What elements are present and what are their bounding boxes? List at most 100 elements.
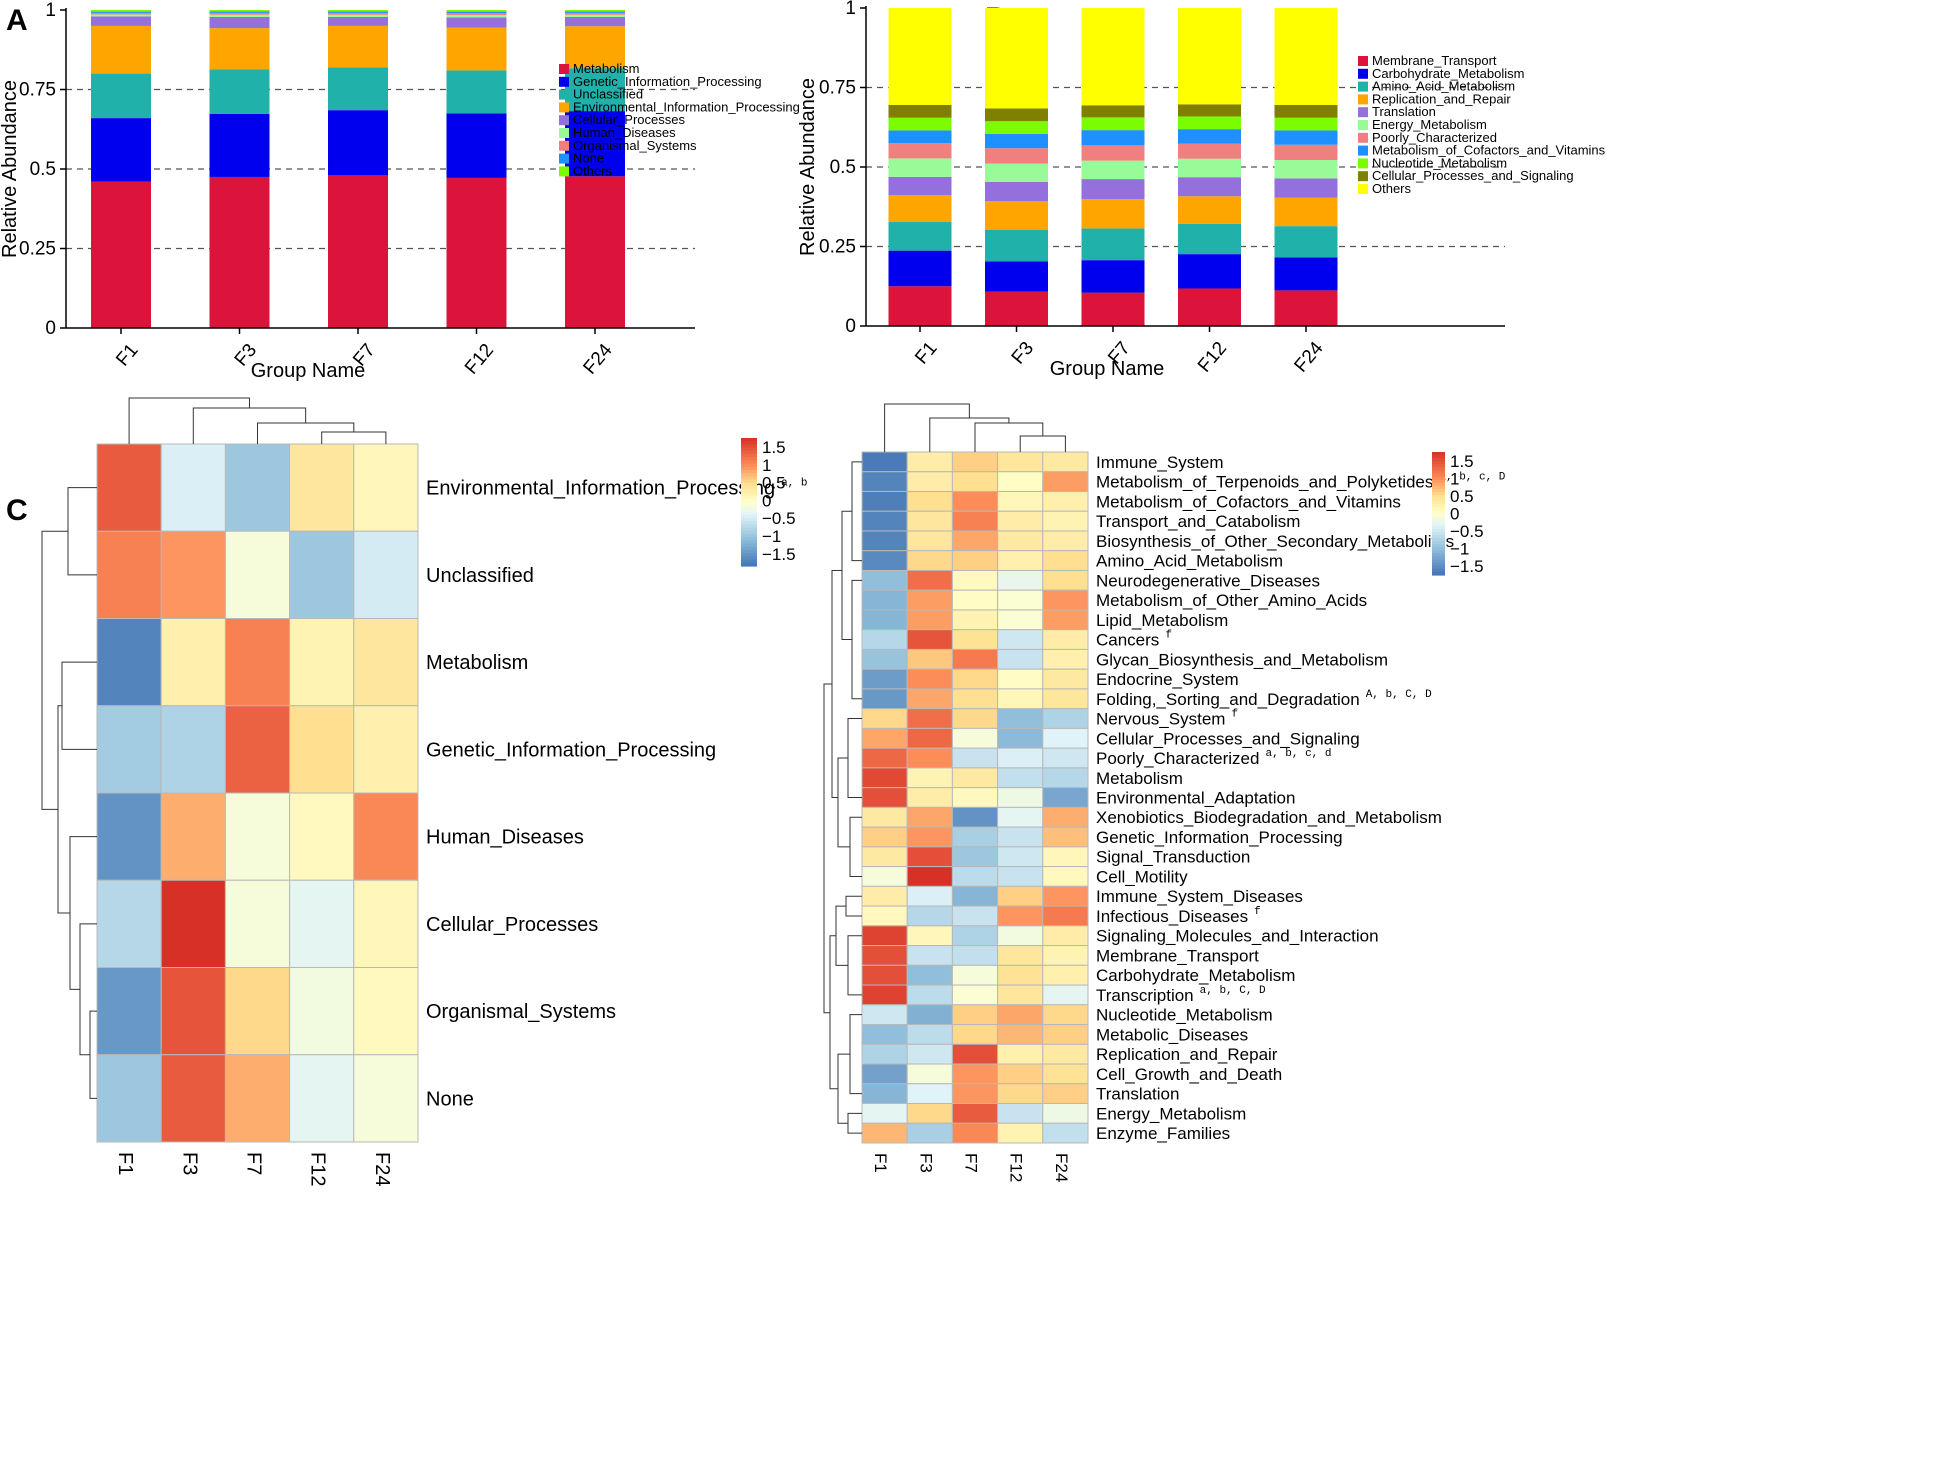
- colorbar-segment: [1432, 510, 1445, 515]
- colorbar-segment: [1432, 531, 1445, 536]
- heatmap-cell: [906, 510, 953, 532]
- heatmap-cell: [997, 846, 1044, 868]
- heatmap-cell: [160, 443, 226, 532]
- colorbar-segment: [741, 441, 757, 445]
- legend-swatch: [1358, 145, 1368, 156]
- row-label: Transport_and_Catabolism: [1096, 512, 1300, 531]
- heatmap-cell: [1042, 945, 1089, 966]
- column-dendrogram: [1019, 435, 1066, 452]
- heatmap-cell: [906, 648, 953, 670]
- row-label: Energy_Metabolism: [1096, 1104, 1246, 1123]
- heatmap-cell: [951, 806, 999, 828]
- legend-label: Metabolism: [573, 61, 639, 76]
- colorbar-segment: [1432, 565, 1445, 570]
- heatmap-cell: [997, 451, 1044, 473]
- colorbar-segment: [1432, 547, 1445, 551]
- heatmap-cell: [997, 1083, 1044, 1105]
- colorbar-segment: [741, 518, 757, 522]
- heatmap-cell: [951, 1043, 999, 1065]
- colorbar-segment: [1432, 488, 1445, 493]
- colorbar-segment: [741, 495, 757, 500]
- heatmap-cell: [951, 471, 999, 492]
- bar-segment: [1274, 104, 1338, 118]
- colorbar-segment: [1432, 553, 1445, 558]
- x-tick-label: F24: [1290, 338, 1327, 377]
- heatmap-cell: [1042, 925, 1089, 947]
- heatmap-cell: [951, 767, 999, 789]
- heatmap-cell: [997, 1063, 1044, 1085]
- bar-segment: [209, 176, 270, 328]
- heatmap-cell: [1042, 866, 1089, 887]
- colorbar-segment: [741, 502, 757, 506]
- heatmap-cell: [861, 609, 908, 631]
- colorbar-segment: [741, 457, 757, 461]
- heatmap-cell: [997, 767, 1044, 789]
- colorbar-tick-label: 0: [762, 491, 771, 510]
- colorbar-tick-label: 1.5: [1450, 452, 1474, 471]
- colorbar-segment: [741, 463, 757, 468]
- heatmap-cell: [96, 792, 162, 881]
- legend-label: Others: [573, 163, 613, 178]
- heatmap-cell: [96, 705, 162, 794]
- heatmap-cell: [951, 925, 999, 947]
- heatmap-cell: [160, 792, 226, 881]
- bar-segment: [1081, 145, 1145, 161]
- heatmap-cell: [861, 925, 908, 947]
- legend-label: None: [573, 151, 604, 166]
- bar-segment: [565, 26, 625, 69]
- heatmap-cell: [160, 879, 226, 968]
- row-dendrogram: [57, 705, 70, 914]
- heatmap-cell: [951, 589, 999, 611]
- heatmap-cell: [353, 618, 419, 707]
- legend-swatch: [1358, 94, 1368, 105]
- heatmap-cell: [1042, 589, 1089, 611]
- bar-segment: [565, 12, 625, 15]
- heatmap-cell: [1042, 609, 1089, 631]
- heatmap-cell: [906, 866, 953, 887]
- bar-segment: [328, 11, 388, 13]
- row-label: Metabolic_Diseases: [1096, 1025, 1248, 1044]
- column-dendrogram: [321, 431, 387, 444]
- colorbar-tick-label: −1.5: [762, 545, 796, 564]
- bar-segment: [91, 14, 151, 17]
- heatmap-cell: [951, 550, 999, 571]
- legend-label: Poorly_Characterized: [1372, 130, 1497, 145]
- bar-segment: [985, 108, 1048, 122]
- heatmap-cell: [951, 1024, 999, 1045]
- heatmap-cell: [861, 1043, 908, 1065]
- heatmap-cell: [861, 589, 908, 611]
- row-label: Signal_Transduction: [1096, 848, 1250, 867]
- row-label: Immune_System: [1096, 453, 1224, 472]
- y-tick-label: 0.5: [30, 159, 56, 180]
- colorbar-segment: [741, 450, 757, 455]
- row-label: Biosynthesis_of_Other_Secondary_Metaboli…: [1096, 532, 1454, 551]
- colorbar-segment: [741, 521, 757, 525]
- row-label: Carbohydrate_Metabolism: [1096, 966, 1295, 985]
- heatmap-cell: [906, 826, 953, 848]
- heatmap-cell: [906, 984, 953, 1006]
- bar-segment: [91, 12, 151, 15]
- heatmap-cell: [997, 471, 1044, 492]
- heatmap-cell: [353, 792, 419, 881]
- y-tick-label: 0.5: [830, 157, 856, 178]
- row-dendrogram: [831, 569, 838, 798]
- legend-label: Unclassified: [573, 87, 643, 102]
- y-tick-label: 0.25: [19, 239, 56, 260]
- bar-segment: [1178, 104, 1241, 117]
- heatmap-cell: [906, 1083, 953, 1105]
- heatmap-cell: [1042, 1103, 1089, 1124]
- colorbar-segment: [1432, 495, 1445, 499]
- heatmap-cell: [951, 945, 999, 966]
- heatmap-cell: [1042, 787, 1089, 808]
- heatmap-cell: [96, 967, 162, 1056]
- heatmap-cell: [289, 443, 355, 532]
- colorbar-segment: [1432, 467, 1445, 472]
- bar-segment: [328, 25, 388, 68]
- bar-segment: [985, 291, 1048, 326]
- colorbar-segment: [741, 514, 757, 519]
- colorbar-segment: [741, 489, 757, 493]
- heatmap-cell: [861, 984, 908, 1006]
- bar-segment: [888, 158, 952, 177]
- colorbar-segment: [741, 447, 757, 452]
- y-tick-label: 1: [845, 0, 856, 19]
